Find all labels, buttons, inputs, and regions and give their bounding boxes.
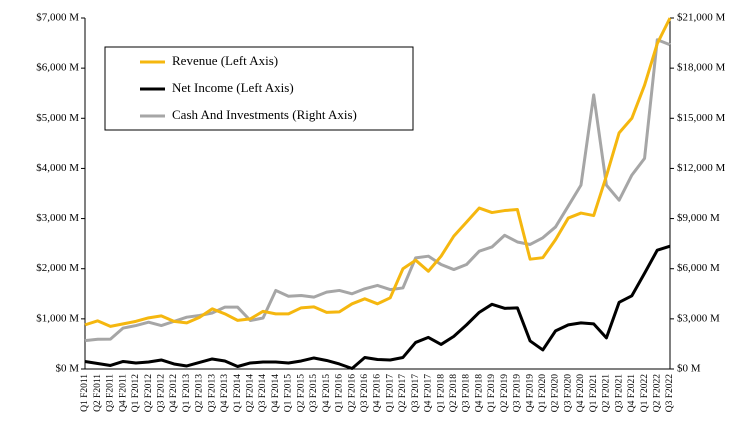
series-line	[84, 244, 671, 370]
x-tick-label: Q3 F2014	[258, 374, 268, 413]
x-tick-label: Q2 F2021	[602, 374, 612, 413]
x-tick-label: Q3 F2017	[411, 374, 421, 413]
y2-tick-label: $18,000 M	[677, 62, 726, 74]
x-tick-label: Q1 F2011	[80, 374, 90, 412]
y2-tick-label: $9,000 M	[677, 212, 720, 224]
x-tick-label: Q3 F2011	[106, 374, 116, 412]
x-tick-label: Q2 F2012	[144, 374, 154, 413]
y2-tick-label: $6,000 M	[677, 262, 720, 274]
x-tick-label: Q2 F2022	[652, 374, 662, 413]
x-tick-label: Q3 F2020	[563, 374, 573, 413]
y2-tick-label: $12,000 M	[677, 162, 726, 174]
y-tick-label: $1,000 M	[36, 312, 79, 324]
x-tick-label: Q1 F2016	[335, 374, 345, 413]
x-tick-label: Q1 F2020	[538, 374, 548, 413]
y-tick-label: $6,000 M	[36, 62, 79, 74]
x-tick-label: Q2 F2011	[93, 374, 103, 412]
x-tick-label: Q4 F2019	[525, 374, 535, 413]
x-tick-label: Q4 F2012	[169, 374, 179, 413]
x-tick-label: Q4 F2017	[424, 374, 434, 413]
x-tick-label: Q1 F2022	[640, 374, 650, 413]
y-tick-label: $0 M	[55, 363, 79, 375]
x-tick-label: Q1 F2014	[233, 374, 243, 413]
y-tick-label: $3,000 M	[36, 212, 79, 224]
x-tick-label: Q2 F2020	[551, 374, 561, 413]
x-tick-label: Q1 F2012	[131, 374, 141, 413]
x-tick-label: Q4 F2021	[627, 374, 637, 413]
y2-tick-label: $21,000 M	[677, 12, 726, 24]
x-tick-label: Q2 F2017	[398, 374, 408, 413]
x-tick-label: Q1 F2019	[487, 374, 497, 413]
x-tick-label: Q1 F2017	[385, 374, 395, 413]
y2-tick-label: $3,000 M	[677, 312, 720, 324]
x-tick-label: Q3 F2012	[156, 374, 166, 413]
x-tick-label: Q2 F2016	[347, 374, 357, 413]
x-tick-label: Q4 F2014	[271, 374, 281, 413]
x-tick-label: Q3 F2021	[614, 374, 624, 413]
x-tick-label: Q4 F2016	[373, 374, 383, 413]
x-tick-label: Q3 F2018	[462, 374, 472, 413]
y-tick-label: $5,000 M	[36, 112, 79, 124]
x-tick-label: Q3 F2015	[309, 374, 319, 413]
legend-label: Revenue (Left Axis)	[172, 53, 278, 68]
legend-label: Net Income (Left Axis)	[172, 80, 294, 95]
x-tick-label: Q4 F2018	[474, 374, 484, 413]
x-tick-label: Q2 F2018	[449, 374, 459, 413]
x-tick-label: Q4 F2011	[118, 374, 128, 412]
x-tick-label: Q3 F2019	[513, 374, 523, 413]
x-tick-label: Q3 F2016	[360, 374, 370, 413]
y2-tick-label: $0 M	[677, 363, 701, 375]
y-tick-label: $4,000 M	[36, 162, 79, 174]
x-tick-label: Q2 F2013	[195, 374, 205, 413]
series-line	[84, 38, 671, 343]
x-tick-label: Q3 F2022	[665, 374, 675, 413]
y-tick-label: $7,000 M	[36, 12, 79, 24]
series-line	[84, 17, 672, 328]
x-tick-label: Q1 F2013	[182, 374, 192, 413]
x-tick-label: Q1 F2021	[589, 374, 599, 413]
x-tick-label: Q4 F2020	[576, 374, 586, 413]
y2-tick-label: $15,000 M	[677, 112, 726, 124]
x-tick-label: Q2 F2015	[296, 374, 306, 413]
x-tick-label: Q2 F2019	[500, 374, 510, 413]
x-tick-label: Q1 F2015	[284, 374, 294, 413]
x-tick-label: Q3 F2013	[207, 374, 217, 413]
x-tick-label: Q2 F2014	[246, 374, 256, 413]
legend-label: Cash And Investments (Right Axis)	[172, 107, 357, 122]
y-tick-label: $2,000 M	[36, 262, 79, 274]
x-tick-label: Q4 F2013	[220, 374, 230, 413]
x-tick-label: Q1 F2018	[436, 374, 446, 413]
x-tick-label: Q4 F2015	[322, 374, 332, 413]
